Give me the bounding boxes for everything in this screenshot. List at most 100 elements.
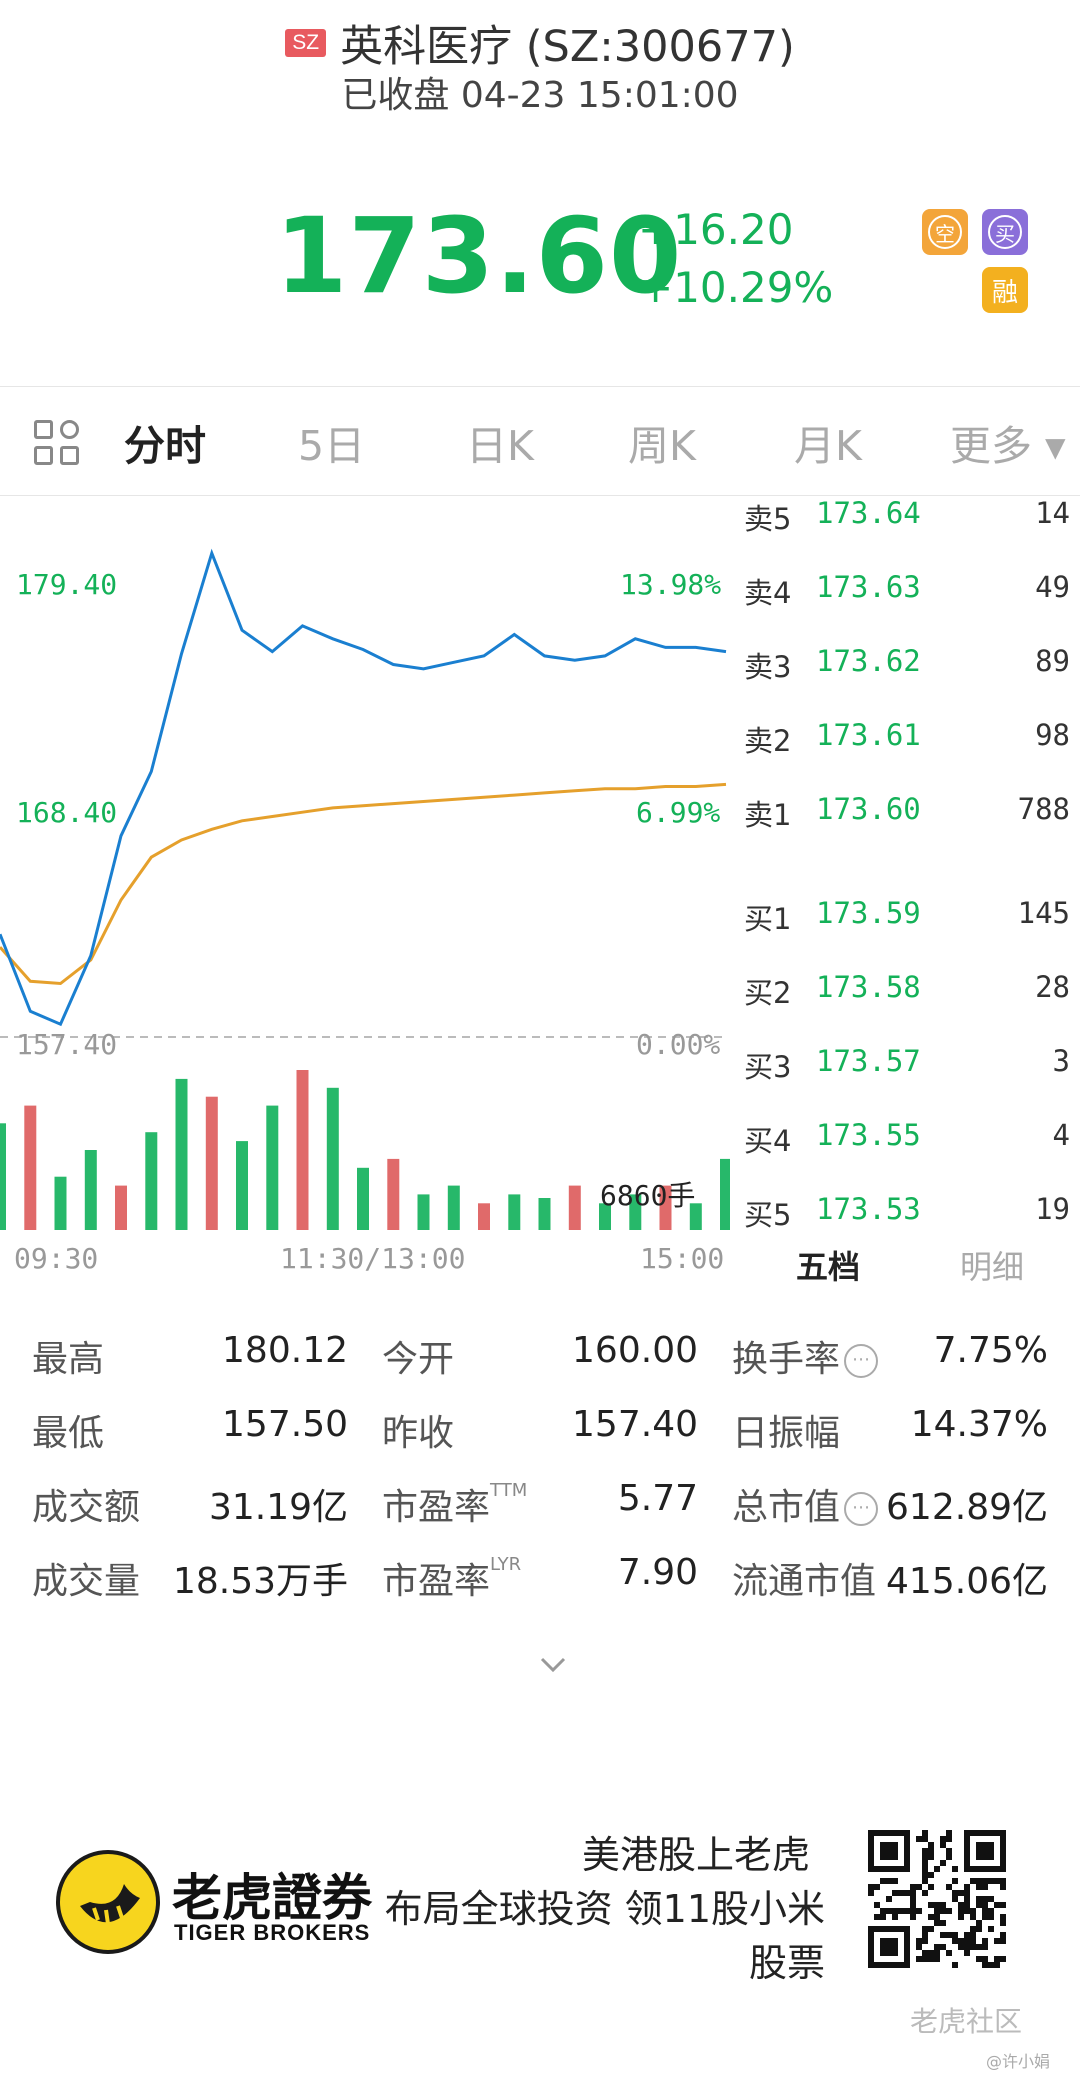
bid-level: 买2 bbox=[744, 976, 792, 1010]
tiger-logo-icon bbox=[56, 1850, 160, 1954]
watermark-user: @许小娟 bbox=[986, 2052, 1051, 2071]
ask-price: 173.60 bbox=[816, 792, 921, 826]
volume-bar bbox=[599, 1203, 611, 1230]
bid-row: 买5 173.53 19 bbox=[730, 1192, 1070, 1232]
volume-bar bbox=[508, 1194, 521, 1230]
tab-daily-k[interactable]: 日K bbox=[466, 422, 534, 470]
bid-volume: 19 bbox=[1035, 1192, 1070, 1226]
stat-label-text: 总市值 bbox=[732, 1487, 841, 1528]
time-label-mid: 11:30/13:00 bbox=[280, 1242, 466, 1275]
stat-label: 流通市值 bbox=[732, 1561, 877, 1602]
stat-value: 5.77 bbox=[617, 1478, 698, 1519]
stat-float-cap: 流通市值 415.06亿 bbox=[732, 1552, 1048, 1602]
time-label-close: 15:00 bbox=[640, 1242, 725, 1275]
divider bbox=[0, 495, 1080, 496]
grid-menu-icon[interactable] bbox=[34, 420, 82, 468]
promo-line-2: 布局全球投资 领11股小米 bbox=[384, 1887, 825, 1931]
info-icon[interactable]: ⋯ bbox=[844, 1492, 879, 1526]
stat-label: 总市值 ⋯ bbox=[732, 1478, 879, 1530]
ask-level: 卖2 bbox=[744, 724, 792, 758]
short-sell-icon[interactable]: 空 bbox=[922, 209, 968, 255]
info-icon[interactable]: ⋯ bbox=[844, 1344, 879, 1378]
bid-level: 买4 bbox=[744, 1124, 792, 1158]
time-label-open: 09:30 bbox=[14, 1242, 99, 1275]
stat-label: 市盈率TTM bbox=[382, 1478, 527, 1530]
stat-label-sup: TTM bbox=[490, 1480, 528, 1501]
stat-open: 今开 160.00 bbox=[382, 1330, 698, 1380]
volume-bar bbox=[115, 1185, 127, 1230]
bid-price: 173.58 bbox=[816, 970, 921, 1004]
volume-bar bbox=[417, 1194, 430, 1230]
tab-five-levels[interactable]: 五档 bbox=[796, 1248, 861, 1286]
stat-prev-close: 昨收 157.40 bbox=[382, 1404, 698, 1454]
stat-label: 市盈率LYR bbox=[382, 1552, 521, 1604]
stat-pe-ttm: 市盈率TTM 5.77 bbox=[382, 1478, 698, 1528]
stat-label: 今开 bbox=[382, 1339, 455, 1380]
volume-bar bbox=[447, 1185, 460, 1230]
volume-bar bbox=[568, 1185, 581, 1230]
volume-bar bbox=[689, 1203, 702, 1230]
ask-level: 卖3 bbox=[744, 650, 792, 684]
stat-label: 日振幅 bbox=[732, 1413, 841, 1454]
short-sell-label: 空 bbox=[928, 215, 962, 249]
expand-chevron-icon[interactable] bbox=[538, 1650, 568, 1680]
tab-more[interactable]: 更多 ▾ bbox=[950, 422, 1066, 470]
ask-level: 卖5 bbox=[744, 502, 792, 536]
volume-bar bbox=[478, 1203, 490, 1230]
price-change: +16.20 bbox=[638, 205, 794, 254]
brand-name-en: TIGER BROKERS bbox=[174, 1920, 371, 1945]
chart-tabs: 分时 5日 日K 周K 月K 更多 ▾ bbox=[0, 388, 1080, 496]
average-price-line bbox=[0, 782, 727, 986]
stat-amplitude: 日振幅 14.37% bbox=[732, 1404, 1048, 1454]
market-badge: SZ bbox=[285, 29, 327, 57]
stat-value: 18.53万手 bbox=[172, 1561, 348, 1602]
tab-intraday[interactable]: 分时 bbox=[124, 422, 206, 470]
qr-code[interactable] bbox=[868, 1830, 1006, 1968]
stat-value: 160.00 bbox=[572, 1330, 698, 1371]
header: SZ 英科医疗 (SZ:300677) 已收盘 04-23 15:01:00 bbox=[0, 0, 1080, 116]
tab-trade-detail[interactable]: 明细 bbox=[960, 1248, 1025, 1286]
bid-volume: 3 bbox=[1052, 1044, 1070, 1078]
price-line bbox=[0, 548, 727, 1027]
price-base-label: 157.40 bbox=[16, 1028, 118, 1061]
tab-monthly-k[interactable]: 月K bbox=[794, 422, 862, 470]
volume-bar bbox=[538, 1198, 551, 1230]
title-row: SZ 英科医疗 (SZ:300677) bbox=[0, 12, 1080, 74]
promo-line-1: 美港股上老虎 bbox=[581, 1833, 810, 1877]
ask-price: 173.61 bbox=[816, 718, 921, 752]
stat-label: 成交额 bbox=[32, 1487, 141, 1528]
stat-value: 7.90 bbox=[617, 1552, 698, 1593]
stat-label-text: 换手率 bbox=[732, 1339, 841, 1380]
bid-row: 买1 173.59 145 bbox=[730, 896, 1070, 936]
margin-finance-icon[interactable]: 融 bbox=[982, 267, 1028, 313]
stat-label: 最高 bbox=[32, 1339, 105, 1380]
stat-value: 415.06亿 bbox=[886, 1561, 1048, 1602]
bid-volume: 4 bbox=[1052, 1118, 1070, 1152]
tab-5day[interactable]: 5日 bbox=[298, 422, 366, 470]
promo-footer: 老虎證券 TIGER BROKERS 美港股上老虎 布局全球投资 领11股小米 … bbox=[0, 1800, 1080, 2084]
ask-volume: 14 bbox=[1035, 496, 1070, 530]
ask-row: 卖3 173.62 89 bbox=[730, 644, 1070, 684]
bid-level: 买5 bbox=[744, 1198, 792, 1232]
bid-price: 173.57 bbox=[816, 1044, 921, 1078]
intraday-chart[interactable]: 179.40 13.98% 168.40 6.99% 157.40 0.00% … bbox=[0, 496, 730, 1282]
price-high-label: 179.40 bbox=[16, 568, 118, 601]
margin-buy-icon[interactable]: 买 bbox=[982, 209, 1028, 255]
ask-price: 173.62 bbox=[816, 644, 921, 678]
quote-panel: 173.60 +16.20 +10.29% 空 买 融 bbox=[0, 195, 1080, 325]
price-mid-label: 168.40 bbox=[16, 796, 118, 829]
volume-bar bbox=[629, 1194, 642, 1230]
margin-buy-label: 买 bbox=[988, 215, 1022, 249]
stat-value: 157.40 bbox=[572, 1404, 698, 1445]
promo-line-3: 股票 bbox=[748, 1941, 825, 1985]
volume-bar bbox=[326, 1087, 339, 1230]
stat-value: 157.50 bbox=[222, 1404, 348, 1445]
brand-name-cn: 老虎證券 bbox=[172, 1869, 372, 1927]
market-status: 已收盘 04-23 15:01:00 bbox=[341, 75, 739, 116]
ask-volume: 49 bbox=[1035, 570, 1070, 604]
tab-weekly-k[interactable]: 周K bbox=[628, 422, 696, 470]
bid-level: 买3 bbox=[744, 1050, 792, 1084]
bid-volume: 145 bbox=[1017, 896, 1070, 930]
volume-label: 6860手 bbox=[600, 1179, 696, 1212]
ask-row: 卖2 173.61 98 bbox=[730, 718, 1070, 758]
